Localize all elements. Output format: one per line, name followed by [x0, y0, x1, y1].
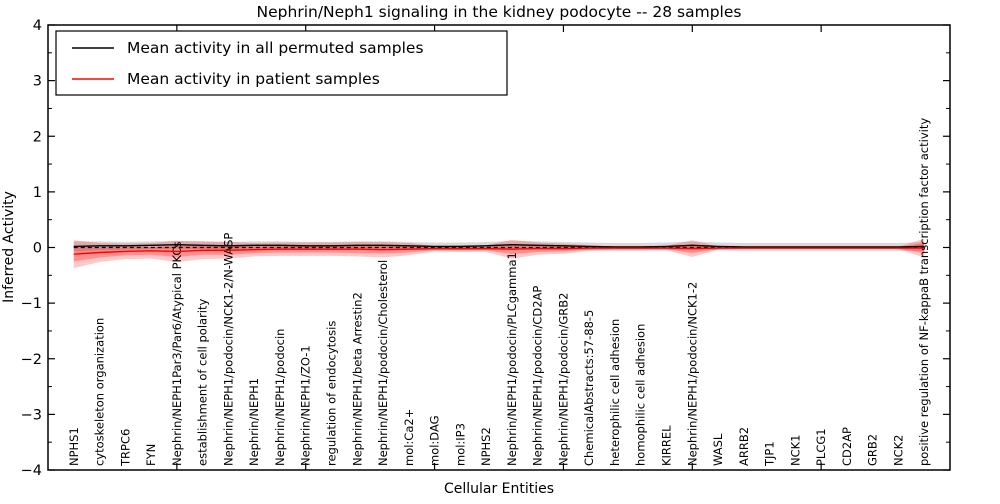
category-label: establishment of cell polarity	[196, 298, 210, 466]
category-label: cytoskeleton organization	[93, 318, 107, 466]
y-tick-label: 0	[33, 241, 42, 257]
legend: Mean activity in all permuted samples Me…	[55, 30, 508, 96]
category-label: PLCG1	[814, 428, 828, 466]
category-label: WASL	[711, 433, 725, 466]
category-label: CD2AP	[840, 427, 854, 466]
y-tick-label: −4	[21, 463, 42, 479]
category-label: KIRREL	[660, 425, 674, 466]
category-label: NCK1	[788, 435, 802, 467]
category-label: Nephrin/NEPH1/podocin/NCK1-2/N-WASP	[221, 233, 235, 466]
chart-title: Nephrin/Neph1 signaling in the kidney po…	[257, 3, 742, 21]
series-patient-mean-line	[73, 247, 925, 255]
legend-label-patient: Mean activity in patient samples	[127, 70, 380, 88]
category-label: Nephrin/NEPH1/podocin/Cholesterol	[376, 260, 390, 466]
category-label: Nephrin/NEPH1/ZO-1	[299, 345, 313, 466]
category-label: NCK2	[891, 435, 905, 467]
category-label: TJP1	[763, 441, 777, 467]
series-permuted-mean-line	[73, 244, 925, 248]
category-label: GRB2	[866, 434, 880, 466]
category-label: Nephrin/NEPH1	[247, 378, 261, 466]
y-tick-label: 4	[33, 18, 42, 34]
category-label: mol:DAG	[428, 415, 442, 466]
y-tick-label: −2	[21, 352, 42, 368]
category-label: Nephrin/NEPH1/podocin/PLCgamma1	[505, 252, 519, 466]
category-label: mol:IP3	[453, 423, 467, 466]
category-label: Nephrin/NEPH1/podocin/GRB2	[556, 293, 570, 466]
category-label: NPHS2	[479, 427, 493, 466]
category-label: heterophilic cell adhesion	[608, 319, 622, 466]
y-axis-label: Inferred Activity	[1, 191, 17, 303]
chart-layers: NPHS1 cytoskeleton organization TRPC6 FYN Ne…	[21, 18, 950, 479]
category-label: ARRB2	[737, 427, 751, 466]
legend-label-permuted: Mean activity in all permuted samples	[127, 39, 424, 57]
category-label: Nephrin/NEPH1/podocin/NCK1-2	[685, 282, 699, 466]
y-tick-label: 3	[33, 74, 42, 90]
category-label: positive regulation of NF-kappaB transcr…	[917, 118, 931, 466]
x-axis-label: Cellular Entities	[444, 481, 554, 497]
category-label: ChemicalAbstracts:57-88-5	[582, 310, 596, 466]
category-label: Nephrin/NEPH1Par3/Par6/Atypical PKCs	[170, 242, 184, 466]
category-label: Nephrin/NEPH1/beta Arrestin2	[350, 292, 364, 466]
category-label: Nephrin/NEPH1/podocin	[273, 329, 287, 466]
category-label: NPHS1	[67, 427, 81, 466]
y-tick-label: −3	[21, 407, 42, 423]
category-label: homophilic cell adhesion	[634, 324, 648, 466]
legend-box	[55, 30, 508, 96]
y-tick-label: 1	[33, 185, 42, 201]
plot-frame	[47, 24, 951, 471]
category-label: Nephrin/NEPH1/podocin/CD2AP	[531, 286, 545, 466]
category-label: regulation of endocytosis	[324, 321, 338, 466]
category-label: FYN	[144, 444, 158, 466]
category-label: mol:Ca2+	[402, 409, 416, 466]
y-tick-label: −1	[21, 296, 42, 312]
y-tick-label: 2	[33, 129, 42, 145]
category-label: TRPC6	[118, 429, 132, 467]
